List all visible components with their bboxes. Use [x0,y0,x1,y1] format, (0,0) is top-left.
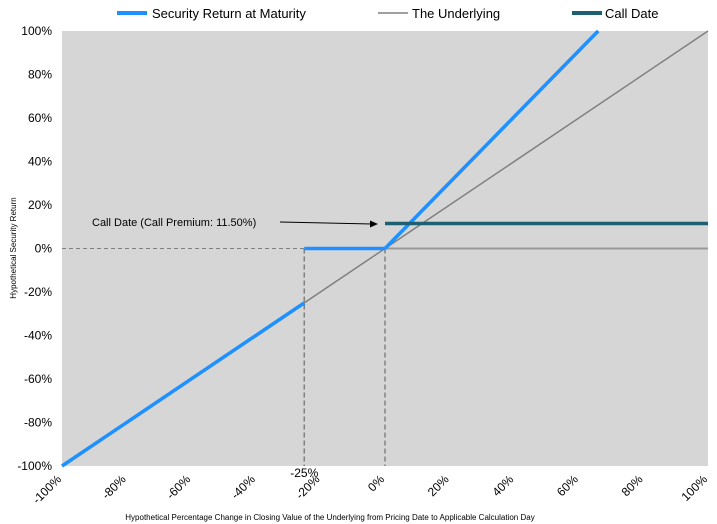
annotation-arrowhead [370,220,378,228]
x-tick-label-9: 80% [619,472,646,499]
y-tick-label-3: 40% [28,155,52,169]
x-tick-label-5: 0% [365,472,387,494]
y-axis-ticks: 100% 80% 60% 40% 20% 0% -20% -40% -60% -80% -100% [17,24,52,473]
y-tick-label-5: 0% [35,242,53,256]
legend-label-call-date: Call Date [605,6,658,21]
y-tick-label-9: -80% [24,416,52,430]
x-axis-ticks: -100% -80% -60% -40% -20% 0% 20% 40% 60% 80% 100% [30,472,711,507]
x-tick-label-1: -80% [99,472,129,502]
y-tick-label-10: -100% [17,459,52,473]
x-tick-label-6: 20% [425,472,452,499]
x-tick-label-3: -40% [228,472,258,502]
annotation: Call Date (Call Premium: 11.50%) [92,217,378,229]
series-0-segment-0 [61,301,306,468]
y-tick-label-7: -40% [24,329,52,343]
y-tick-label-2: 60% [28,111,52,125]
legend-label-underlying: The Underlying [412,6,500,21]
x-tick-label-0: -100% [30,472,65,507]
y-tick-label-4: 20% [28,198,52,212]
x-tick-label-10: 100% [679,472,711,504]
y-tick-label-1: 80% [28,68,52,82]
legend: Security Return at Maturity The Underlyi… [117,6,658,21]
y-tick-label-6: -20% [24,285,52,299]
x-tick-label-2: -60% [164,472,194,502]
x-tick-label-8: 60% [554,472,581,499]
y-tick-label-8: -60% [24,372,52,386]
annotation-text: Call Date (Call Premium: 11.50%) [92,217,256,229]
x-axis-title: Hypothetical Percentage Change in Closin… [125,513,534,522]
y-tick-label-0: 100% [21,24,52,38]
y-axis-title: Hypothetical Security Return [9,197,18,298]
annotation-arrow [279,221,373,225]
special-tick-label-minus-25: -25% [290,466,318,480]
x-tick-label-7: 40% [489,472,516,499]
series-0-segment-2 [383,29,600,250]
legend-label-security-return: Security Return at Maturity [152,6,306,21]
series-layer [61,29,709,468]
